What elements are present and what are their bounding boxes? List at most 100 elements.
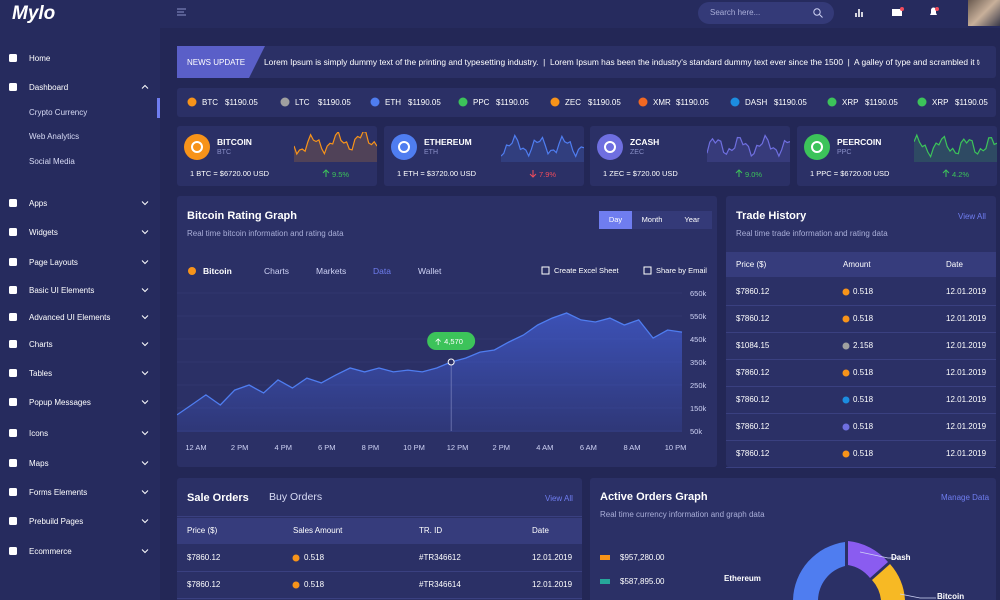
price-ticker — [177, 88, 996, 117]
table-cell: 12.01.2019 — [532, 553, 573, 562]
ticker-symbol: BTC — [202, 98, 218, 107]
menu-item[interactable]: Advanced UI Elements — [29, 313, 111, 322]
rating-title: Bitcoin Rating Graph — [187, 210, 297, 222]
avatar[interactable] — [968, 0, 1000, 26]
chart-tab[interactable]: Wallet — [418, 266, 442, 276]
menu-item[interactable]: Dashboard — [29, 83, 69, 92]
chevron — [141, 288, 149, 293]
coin-dot — [842, 369, 850, 377]
range-button[interactable]: Month — [632, 211, 672, 229]
x-tick-label: 2 PM — [492, 443, 510, 452]
column-header: Date — [946, 260, 963, 269]
sale-tab[interactable]: Buy Orders — [269, 491, 323, 503]
trade-subtitle: Real time trade information and rating d… — [736, 229, 888, 238]
amount-cell: 2.158 — [853, 341, 874, 350]
table-cell: 0.518 — [304, 553, 325, 562]
active-indicator — [157, 98, 160, 118]
menu-item[interactable]: Page Layouts — [29, 258, 78, 267]
y-tick-label: 150k — [690, 404, 707, 413]
column-header: TR. ID — [419, 526, 443, 535]
coin-icon — [842, 288, 850, 296]
ticker-price: $1190.05 — [676, 98, 709, 107]
coin-dot — [292, 554, 300, 562]
chart-tab[interactable]: Bitcoin — [203, 266, 232, 276]
column-header: Price ($) — [736, 260, 767, 269]
coin-icon — [917, 97, 927, 107]
coin-logo-bg — [597, 134, 623, 160]
icon-shape — [9, 340, 17, 348]
menu-item[interactable]: Tables — [29, 369, 53, 378]
range-button[interactable]: Day — [599, 211, 632, 229]
search-icon[interactable] — [812, 7, 824, 19]
chevron-path — [141, 371, 149, 376]
row-divider — [726, 386, 996, 387]
menu-toggle[interactable] — [176, 7, 188, 17]
menu-icon — [9, 459, 17, 467]
chart-action[interactable]: Create Excel Sheet — [554, 266, 619, 275]
trade-view-all[interactable]: View All — [958, 212, 986, 221]
date-cell: 12.01.2019 — [946, 287, 987, 296]
news-badge: NEWS UPDATE — [187, 58, 246, 67]
chevron-path — [141, 84, 149, 89]
icon-shape — [541, 266, 550, 275]
coin-symbol: ZEC — [630, 149, 644, 156]
coin-symbol: PPC — [837, 149, 852, 156]
coin-icon — [370, 97, 380, 107]
coin-change: 4.2% — [952, 170, 970, 179]
submenu-item[interactable]: Crypto Currency — [29, 108, 88, 117]
row-divider — [726, 305, 996, 306]
donut-label: Bitcoin — [937, 592, 965, 600]
menu-item[interactable]: Widgets — [29, 228, 58, 237]
chart-action[interactable]: Share by Email — [656, 266, 707, 275]
table-header — [726, 252, 996, 277]
topbar — [160, 0, 1000, 28]
submenu-item[interactable]: Social Media — [29, 157, 75, 166]
coin-logo — [184, 134, 210, 160]
chart-tab[interactable]: Charts — [264, 266, 290, 276]
range-button[interactable]: Year — [672, 211, 712, 229]
bell-icon[interactable] — [927, 6, 941, 19]
icon-shape — [9, 313, 17, 321]
table-cell: #TR346612 — [419, 553, 461, 562]
menu-item[interactable]: Prebuild Pages — [29, 517, 84, 526]
row-divider — [177, 571, 582, 572]
search-placeholder: Search here... — [710, 8, 761, 17]
rating-subtitle: Real time bitcoin information and rating… — [187, 229, 344, 238]
rating-chart: 50k 150k 250k 350k 450k 550k 650k 4,570 12 AM 2 P… — [177, 289, 707, 452]
coin-icon — [842, 423, 850, 431]
ticker-symbol: ETH — [385, 98, 401, 107]
menu-item[interactable]: Maps — [29, 459, 49, 468]
chevron — [141, 431, 149, 436]
sale-tab[interactable]: Sale Orders — [187, 492, 249, 504]
search-box[interactable] — [698, 2, 834, 24]
submenu-item[interactable]: Web Analytics — [29, 132, 80, 141]
menu-item[interactable]: Forms Elements — [29, 488, 88, 497]
coin-name: BITCOIN — [217, 137, 252, 147]
menu-item[interactable]: Icons — [29, 429, 49, 438]
logo[interactable]: Mylo — [12, 3, 56, 24]
chevron — [141, 260, 149, 265]
coin-dot — [842, 423, 850, 431]
coin-card — [590, 126, 790, 186]
menu-item[interactable]: Apps — [29, 199, 48, 208]
coin-icon — [842, 369, 850, 377]
menu-icon — [9, 199, 17, 207]
menu-item[interactable]: Basic UI Elements — [29, 286, 95, 295]
menu-item[interactable]: Ecommerce — [29, 547, 72, 556]
coin-icon — [188, 267, 196, 275]
row-divider — [726, 440, 996, 441]
mail-icon[interactable] — [891, 7, 905, 19]
menu-icon — [9, 54, 17, 62]
active-manage[interactable]: Manage Data — [941, 493, 990, 502]
sale-view-all[interactable]: View All — [545, 494, 573, 503]
chart-tab[interactable]: Markets — [316, 266, 347, 276]
annotation-label: 4,570 — [444, 337, 463, 346]
menu-item[interactable]: Home — [29, 54, 51, 63]
menu-item[interactable]: Charts — [29, 340, 53, 349]
chart-tab[interactable]: Data — [373, 266, 391, 276]
coin-dot — [550, 97, 560, 107]
menu-item[interactable]: Popup Messages — [29, 398, 91, 407]
coin-dot — [842, 342, 850, 350]
stats-icon[interactable] — [854, 7, 866, 19]
coin-icon — [730, 97, 740, 107]
